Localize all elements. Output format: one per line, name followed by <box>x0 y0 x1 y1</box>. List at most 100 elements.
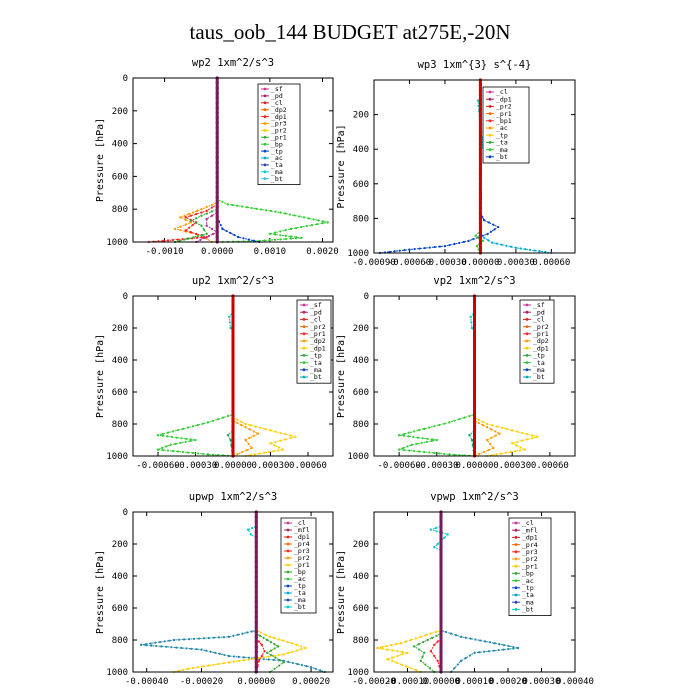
data-point <box>516 440 519 444</box>
data-point <box>282 659 285 662</box>
data-point <box>478 117 483 122</box>
data-point <box>482 219 486 222</box>
data-point <box>199 238 202 242</box>
data-point <box>478 192 483 196</box>
data-point <box>211 419 215 422</box>
data-point <box>241 632 244 635</box>
data-point <box>487 239 490 242</box>
data-point <box>215 185 219 189</box>
data-point <box>463 416 466 419</box>
legend-label: _sf <box>271 85 283 93</box>
data-point <box>254 585 258 589</box>
data-point <box>200 236 203 239</box>
data-point <box>165 645 168 648</box>
legend-marker <box>514 564 518 568</box>
data-point <box>263 239 266 242</box>
data-point <box>481 423 484 427</box>
data-point <box>453 453 456 456</box>
data-point <box>478 83 483 87</box>
data-point <box>217 662 220 666</box>
legend-marker <box>488 112 492 115</box>
data-point <box>305 224 308 228</box>
data-point <box>254 650 258 654</box>
data-point <box>254 540 258 544</box>
legend-marker <box>514 557 518 561</box>
data-point <box>456 663 459 666</box>
data-point <box>175 436 178 439</box>
data-point <box>460 635 463 638</box>
x-tick-label: 0.00000 <box>237 677 275 687</box>
data-point <box>443 244 447 248</box>
data-point <box>439 655 443 659</box>
legend-label: _ta <box>310 359 322 367</box>
data-point <box>247 442 250 446</box>
legend-label: _bt <box>496 153 508 161</box>
y-tick-label: 400 <box>353 572 369 582</box>
data-point <box>393 250 396 253</box>
data-point <box>149 642 152 645</box>
data-point <box>231 414 235 418</box>
data-point <box>419 659 422 662</box>
data-point <box>200 214 203 217</box>
legend-marker <box>514 593 518 597</box>
data-point <box>274 210 277 213</box>
data-point <box>196 452 200 455</box>
legend-marker <box>286 521 290 525</box>
data-point <box>204 649 208 652</box>
data-point <box>189 221 192 224</box>
data-point <box>215 235 219 239</box>
data-point <box>418 648 421 651</box>
y-tick-label: 400 <box>353 356 369 366</box>
data-point <box>439 525 443 529</box>
legend-label: _bt <box>294 603 306 611</box>
data-point <box>472 439 477 443</box>
y-tick-label: 200 <box>112 540 128 550</box>
legend-label: _pr3 <box>522 548 538 556</box>
data-point <box>469 637 472 640</box>
legend-marker <box>302 303 306 307</box>
data-point <box>293 214 296 217</box>
data-point <box>254 660 258 664</box>
data-point <box>195 213 198 216</box>
data-point <box>413 247 416 251</box>
data-point <box>186 451 190 454</box>
x-tick-label: 0.00000 <box>456 461 494 471</box>
data-point <box>458 241 461 245</box>
data-point <box>183 238 186 241</box>
data-point <box>404 640 407 643</box>
data-point <box>254 665 258 669</box>
data-point <box>472 299 477 303</box>
x-tick-label: -0.00030 <box>415 461 458 471</box>
data-point <box>439 530 443 534</box>
data-point <box>291 650 294 653</box>
data-point <box>215 175 219 179</box>
data-point <box>489 230 493 233</box>
data-point <box>215 116 219 120</box>
data-point <box>254 575 258 579</box>
legend-marker <box>286 542 290 546</box>
data-point <box>476 99 480 102</box>
data-point <box>312 218 315 221</box>
series-line-tp <box>216 78 260 243</box>
data-point <box>402 434 405 437</box>
legend-label: _pr1 <box>271 134 287 142</box>
data-point <box>252 430 255 433</box>
data-point <box>424 663 427 666</box>
data-point <box>448 243 451 247</box>
data-point <box>171 430 175 433</box>
data-point <box>415 669 418 672</box>
data-point <box>438 245 441 248</box>
legend-marker <box>286 528 290 532</box>
data-point <box>215 160 219 165</box>
legend-label: _cl <box>310 316 322 324</box>
legend-marker <box>302 346 306 350</box>
data-point <box>226 414 230 418</box>
chart-panel-2: wp3 1xm^{3} s^{-4} Pressure [hPa] 200 400 60… <box>336 59 576 268</box>
data-point <box>215 101 219 105</box>
data-point <box>257 656 260 660</box>
data-point <box>472 359 477 363</box>
data-point <box>161 448 165 452</box>
data-point <box>485 422 489 426</box>
data-point <box>227 661 230 664</box>
data-point <box>277 645 280 648</box>
